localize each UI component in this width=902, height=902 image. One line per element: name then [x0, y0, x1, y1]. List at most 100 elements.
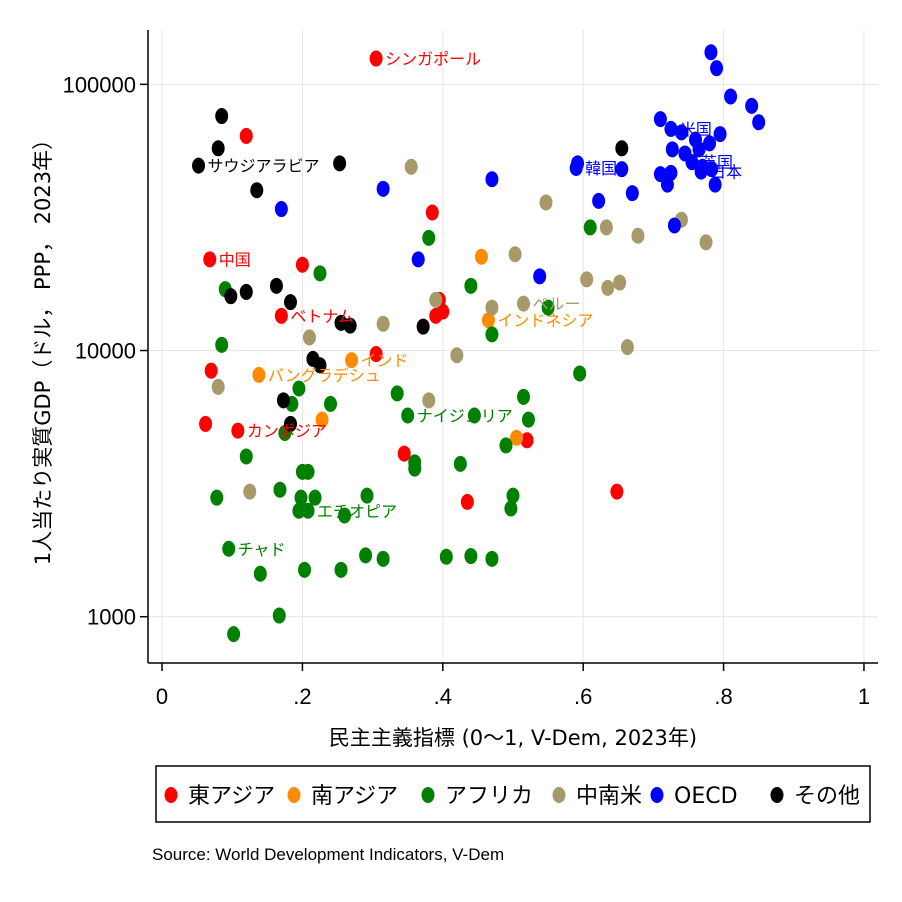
data-point — [334, 561, 348, 578]
data-point — [274, 201, 288, 218]
data-point — [397, 445, 411, 462]
x-tick-label: .4 — [434, 684, 452, 709]
y-tick-label: 1000 — [87, 605, 136, 630]
data-point — [745, 97, 759, 114]
data-point — [301, 463, 315, 480]
data-point — [425, 204, 439, 221]
data-point — [664, 120, 678, 137]
plot-area — [148, 30, 878, 662]
data-point — [464, 548, 478, 565]
data-point — [283, 294, 297, 311]
legend-label: 東アジア — [188, 784, 275, 809]
data-point — [685, 154, 699, 171]
point-label: 中国 — [219, 250, 251, 269]
data-point — [571, 155, 585, 172]
x-tick-label: .6 — [574, 684, 592, 709]
data-point — [510, 429, 524, 446]
legend-marker — [164, 787, 178, 803]
data-point — [376, 315, 390, 332]
data-point — [474, 248, 488, 265]
data-point — [533, 268, 547, 285]
data-point — [467, 407, 481, 424]
data-point — [429, 291, 443, 308]
point-label: インド — [361, 351, 409, 370]
legend-label: 南アジア — [311, 784, 398, 809]
data-point — [324, 395, 337, 412]
point-label: 韓国 — [585, 159, 617, 178]
data-point — [211, 378, 225, 395]
point-label: バングラデシュ — [268, 366, 381, 385]
data-point — [211, 140, 225, 157]
y-axis-title: 1人当たり実質GDP（ドル， PPP， 2023年） — [31, 129, 55, 565]
data-point — [203, 251, 217, 268]
data-point — [692, 141, 706, 158]
data-point — [273, 481, 287, 498]
data-point — [539, 194, 553, 211]
data-point — [408, 460, 422, 477]
data-point — [439, 548, 453, 565]
data-point — [615, 161, 629, 178]
data-point — [199, 415, 213, 432]
data-point — [481, 312, 495, 329]
data-point — [313, 357, 327, 374]
data-point — [222, 540, 236, 557]
data-point — [252, 366, 266, 383]
data-point — [674, 124, 688, 141]
data-point — [210, 489, 224, 506]
data-point — [422, 229, 436, 246]
data-point — [724, 88, 738, 105]
data-point — [436, 303, 450, 320]
data-point — [592, 192, 606, 209]
data-point — [665, 141, 679, 158]
data-point — [224, 288, 238, 305]
data-point — [239, 283, 253, 300]
data-point — [613, 274, 627, 291]
x-axis-title: 民主主義指標 (0〜1, V-Dem, 2023年) — [329, 726, 697, 750]
data-point — [667, 217, 681, 234]
data-point — [215, 336, 229, 353]
data-point — [204, 362, 218, 379]
data-point — [227, 626, 241, 643]
data-point — [239, 127, 253, 144]
data-point — [422, 392, 436, 409]
x-tick-label: 0 — [156, 684, 168, 709]
data-point — [752, 114, 766, 131]
data-point — [704, 44, 718, 61]
data-point — [376, 550, 390, 567]
data-point — [250, 182, 264, 199]
legend-label: アフリカ — [445, 784, 533, 809]
data-point — [580, 271, 594, 288]
data-point — [338, 507, 352, 524]
data-point — [269, 277, 283, 294]
x-axis-ticks: 0 .2 .4 .6 .8 1 — [156, 663, 870, 709]
x-tick-label: 1 — [858, 684, 870, 709]
data-point — [508, 246, 522, 263]
data-points — [192, 44, 766, 643]
data-point — [653, 111, 667, 128]
data-point — [703, 135, 717, 152]
point-label: ペルー — [533, 295, 581, 314]
point-label: インドネシア — [497, 311, 593, 330]
data-point — [710, 60, 724, 77]
data-point — [192, 157, 206, 174]
data-point — [283, 415, 297, 432]
data-point — [520, 432, 534, 449]
data-point — [499, 437, 513, 454]
data-point — [541, 299, 555, 316]
data-point — [517, 295, 531, 312]
point-label: カンボジア — [247, 422, 327, 441]
data-point — [276, 392, 290, 409]
source-note: Source: World Development Indicators, V-… — [152, 845, 504, 864]
point-label: 米国 — [680, 120, 712, 139]
data-point — [390, 385, 404, 402]
data-point — [343, 317, 357, 334]
data-point — [583, 219, 597, 236]
data-point — [239, 448, 253, 465]
data-point — [485, 550, 499, 567]
legend-marker — [287, 787, 301, 803]
data-point — [506, 487, 520, 504]
point-label: エチオピア — [317, 502, 397, 521]
data-point — [601, 279, 615, 296]
